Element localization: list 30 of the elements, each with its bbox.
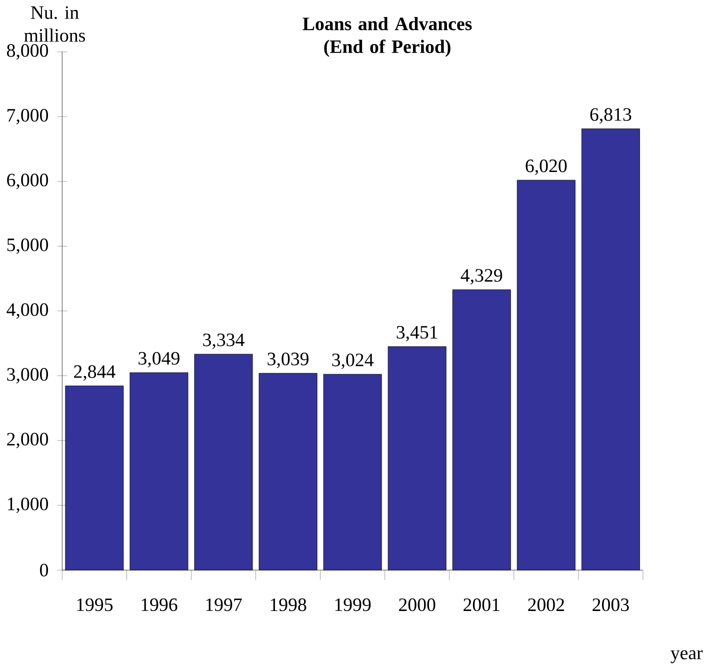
x-tick-label: 1998 bbox=[270, 598, 306, 611]
data-label: 4,329 bbox=[460, 268, 502, 284]
data-label: 3,451 bbox=[396, 326, 438, 342]
data-label: 6,020 bbox=[526, 159, 567, 175]
data-label: 3,049 bbox=[138, 352, 180, 368]
data-label: 3,039 bbox=[268, 352, 308, 368]
x-tick-label: 2002 bbox=[528, 598, 564, 611]
y-tick-label: 7,000 bbox=[8, 108, 48, 124]
x-tick-label: 2001 bbox=[464, 598, 500, 611]
y-tick-label: 2,000 bbox=[7, 432, 48, 448]
data-label: 3,024 bbox=[332, 353, 374, 369]
x-tick-label: 1995 bbox=[77, 598, 113, 611]
y-tick-label: 0 bbox=[40, 564, 48, 576]
y-tick-label: 3,000 bbox=[7, 368, 48, 384]
x-tick-label: 1997 bbox=[206, 598, 242, 611]
y-tick-label: 1,000 bbox=[8, 497, 48, 513]
data-label: 6,813 bbox=[590, 108, 632, 124]
x-axis-title: year bbox=[670, 650, 703, 664]
y-tick-label: 6,000 bbox=[7, 173, 48, 189]
y-tick-label: 8,000 bbox=[7, 44, 48, 60]
y-tick-label: 4,000 bbox=[6, 303, 48, 319]
chart-title: Loans and Advances (End of Period) bbox=[302, 16, 472, 57]
data-label: 3,334 bbox=[203, 333, 244, 349]
x-tick-label: 1999 bbox=[335, 598, 371, 611]
x-tick-label: 1996 bbox=[142, 598, 178, 611]
data-label: 2,844 bbox=[74, 365, 116, 381]
x-tick-label: 2003 bbox=[592, 598, 629, 611]
x-tick-label: 2000 bbox=[399, 598, 436, 611]
y-axis-title: Nu. in millions bbox=[24, 6, 85, 42]
y-tick-label: 5,000 bbox=[7, 238, 48, 254]
